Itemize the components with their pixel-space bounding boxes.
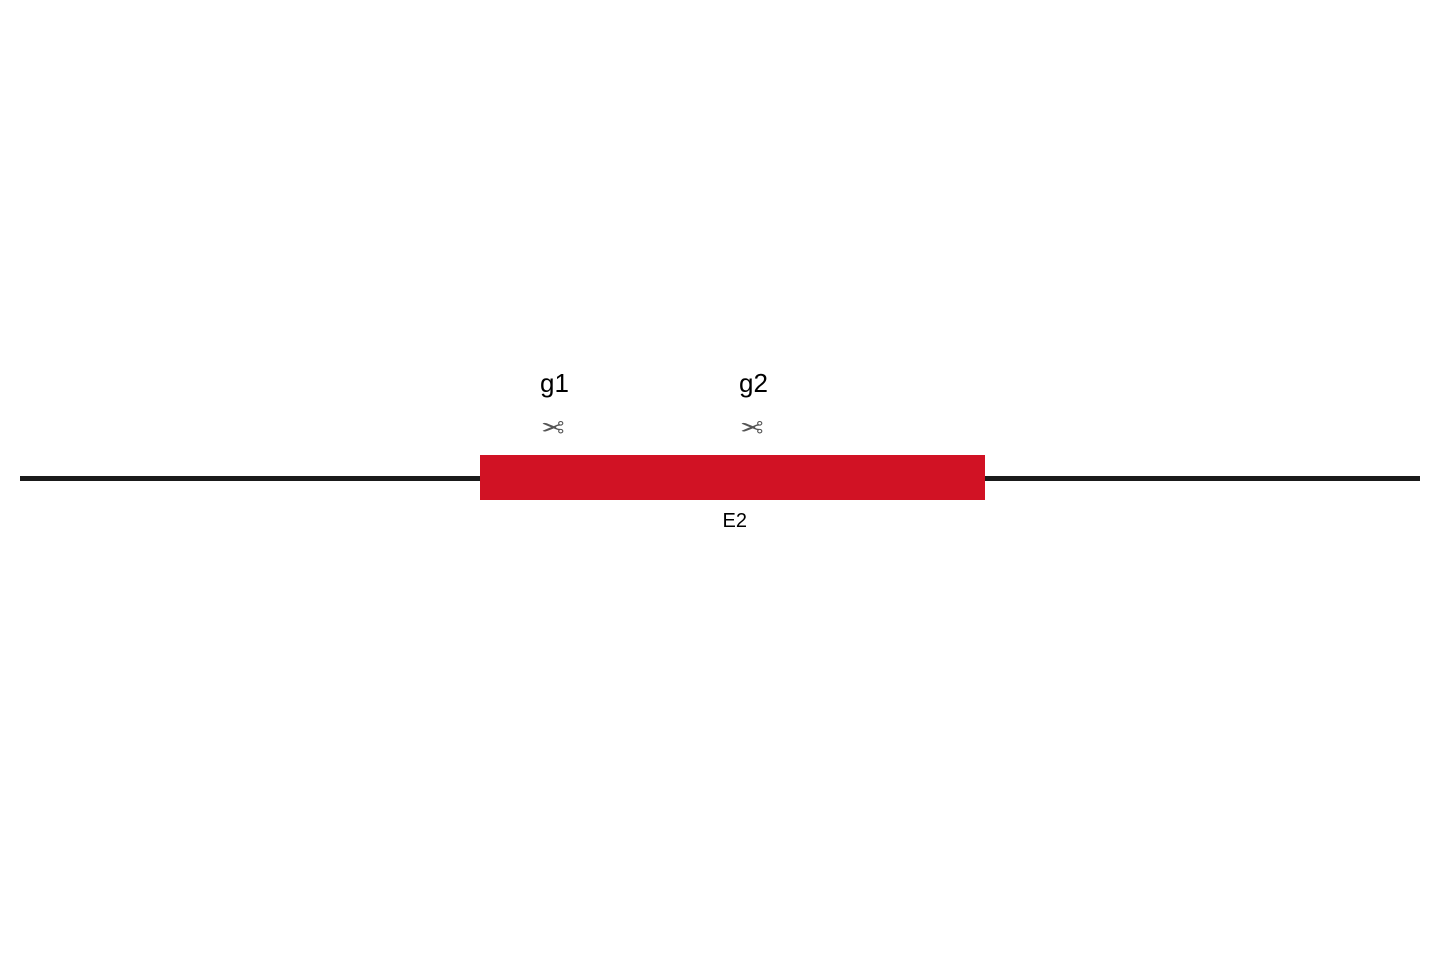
intron-line-right [985,476,1420,481]
intron-line-left [20,476,480,481]
guide-label-g2: g2 [739,368,768,399]
guide-label-g1: g1 [540,368,569,399]
gene-diagram: E2 g1 ✂ g2 ✂ [0,0,1440,960]
exon-box [480,455,985,500]
scissors-icon: ✂ [740,410,763,443]
scissors-icon: ✂ [541,410,564,443]
exon-label: E2 [723,510,747,533]
